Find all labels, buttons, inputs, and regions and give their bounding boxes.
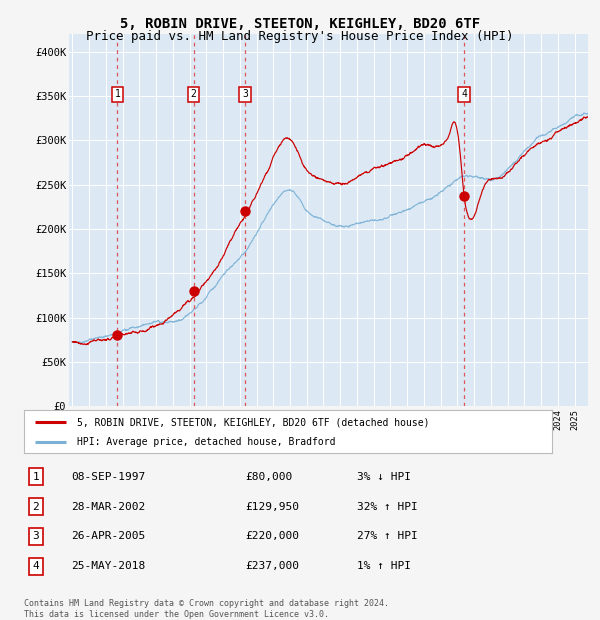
Text: £237,000: £237,000 [246, 561, 300, 571]
Text: 5, ROBIN DRIVE, STEETON, KEIGHLEY, BD20 6TF: 5, ROBIN DRIVE, STEETON, KEIGHLEY, BD20 … [120, 17, 480, 32]
Text: 1% ↑ HPI: 1% ↑ HPI [356, 561, 410, 571]
Text: Contains HM Land Registry data © Crown copyright and database right 2024.
This d: Contains HM Land Registry data © Crown c… [24, 600, 389, 619]
Text: £80,000: £80,000 [246, 472, 293, 482]
Text: 08-SEP-1997: 08-SEP-1997 [71, 472, 146, 482]
Text: 4: 4 [32, 561, 39, 571]
Text: Price paid vs. HM Land Registry's House Price Index (HPI): Price paid vs. HM Land Registry's House … [86, 30, 514, 43]
Text: 3% ↓ HPI: 3% ↓ HPI [356, 472, 410, 482]
Text: 1: 1 [32, 472, 39, 482]
Text: 25-MAY-2018: 25-MAY-2018 [71, 561, 146, 571]
Text: 5, ROBIN DRIVE, STEETON, KEIGHLEY, BD20 6TF (detached house): 5, ROBIN DRIVE, STEETON, KEIGHLEY, BD20 … [77, 417, 430, 427]
Text: £220,000: £220,000 [246, 531, 300, 541]
Text: £129,950: £129,950 [246, 502, 300, 512]
Text: 2: 2 [32, 502, 39, 512]
Text: 1: 1 [115, 89, 121, 99]
Text: 3: 3 [32, 531, 39, 541]
Text: 27% ↑ HPI: 27% ↑ HPI [356, 531, 418, 541]
Text: HPI: Average price, detached house, Bradford: HPI: Average price, detached house, Brad… [77, 437, 335, 447]
Text: 32% ↑ HPI: 32% ↑ HPI [356, 502, 418, 512]
Text: 2: 2 [191, 89, 196, 99]
Text: 4: 4 [461, 89, 467, 99]
Text: 28-MAR-2002: 28-MAR-2002 [71, 502, 146, 512]
Text: 26-APR-2005: 26-APR-2005 [71, 531, 146, 541]
Text: 3: 3 [242, 89, 248, 99]
